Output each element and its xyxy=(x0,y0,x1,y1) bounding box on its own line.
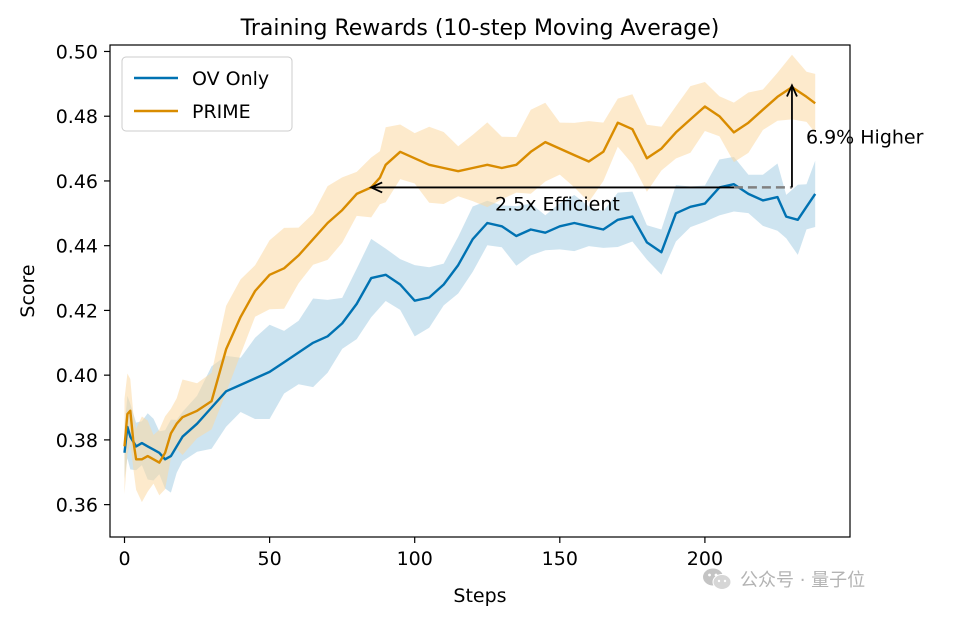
band-ov-only xyxy=(124,156,816,493)
legend: OV Only PRIME xyxy=(121,56,293,132)
y-tick-label: 0.50 xyxy=(56,41,98,63)
line-ov-only xyxy=(123,182,817,461)
watermark-text: 公众号 · 量子位 xyxy=(740,570,866,591)
improvement-arrowhead xyxy=(786,83,798,97)
x-tick-label: 150 xyxy=(542,548,578,570)
y-axis-label: Score xyxy=(17,264,39,317)
wechat-icon xyxy=(703,568,732,590)
y-axis-ticks: 0.36 0.38 0.40 0.42 0.44 0.46 0.48 0.50 xyxy=(56,41,110,517)
chart-title: Training Rewards (10-step Moving Average… xyxy=(240,16,720,41)
efficiency-annotation: 2.5x Efficient xyxy=(495,193,620,215)
legend-label-ov-only: OV Only xyxy=(192,68,269,90)
plot-frame xyxy=(109,44,851,538)
legend-label-prime: PRIME xyxy=(192,101,251,123)
y-tick-label: 0.48 xyxy=(56,106,98,128)
watermark: 公众号 · 量子位 xyxy=(702,566,865,592)
y-tick-label: 0.42 xyxy=(56,300,98,322)
y-tick-label: 0.36 xyxy=(56,495,98,517)
y-tick-label: 0.46 xyxy=(56,171,98,193)
y-tick-label: 0.38 xyxy=(56,430,98,452)
x-tick-label: 100 xyxy=(397,548,433,570)
efficiency-arrowhead xyxy=(369,181,383,194)
line-prime xyxy=(123,85,816,464)
confidence-bands xyxy=(124,54,816,503)
improvement-annotation: 6.9% Higher xyxy=(806,126,924,148)
series-lines xyxy=(123,85,817,464)
annotations: 2.5x Efficient 6.9% Higher xyxy=(369,83,924,215)
y-tick-label: 0.44 xyxy=(56,236,98,258)
y-tick-label: 0.40 xyxy=(56,365,98,387)
x-tick-label: 200 xyxy=(687,548,723,570)
band-prime xyxy=(124,54,816,503)
x-axis-label: Steps xyxy=(453,585,506,607)
legend-box xyxy=(121,56,293,132)
x-tick-label: 50 xyxy=(258,548,282,570)
x-axis-ticks: 0 50 100 150 200 xyxy=(118,537,723,570)
x-tick-label: 0 xyxy=(118,548,130,570)
